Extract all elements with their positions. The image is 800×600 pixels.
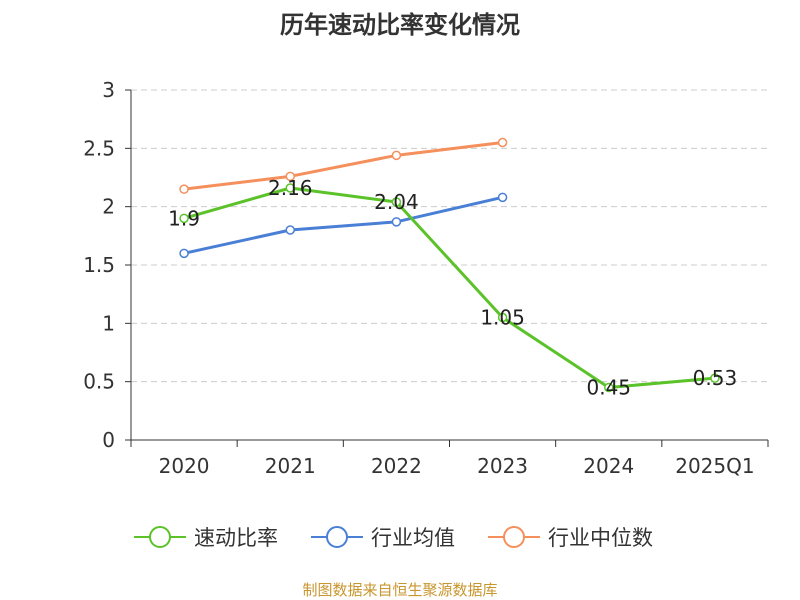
x-tick-label: 2024 [583, 454, 634, 478]
data-point [497, 137, 508, 148]
data-labels: 1.9 2.16 2.04 1.05 0.45 0.53 [168, 176, 737, 400]
x-tick-label: 2020 [159, 454, 210, 478]
y-tick-label: 2.5 [83, 136, 115, 160]
data-point [604, 382, 614, 393]
y-tick-label: 3 [102, 78, 115, 102]
data-label: 2.16 [268, 176, 313, 200]
data-point [179, 184, 189, 194]
legend-item[interactable]: 行业均值 [311, 526, 455, 550]
data-point [285, 225, 295, 235]
series-line [183, 186, 716, 389]
series-line [183, 195, 503, 255]
x-tick-label: 2025Q1 [675, 454, 754, 478]
data-label: 1.05 [480, 306, 525, 330]
x-tick-label: 2023 [477, 454, 528, 478]
legend-marker [149, 526, 171, 548]
legend-item[interactable]: 行业中位数 [488, 526, 653, 550]
legend-item[interactable]: 速动比率 [134, 526, 278, 550]
legend-marker [326, 526, 348, 548]
legend-label: 行业中位数 [548, 526, 653, 550]
data-label: 0.53 [693, 366, 738, 390]
y-tick-label: 1.5 [83, 253, 115, 277]
y-tick-label: 2 [102, 195, 115, 219]
data-point [285, 171, 295, 182]
chart-title: 历年速动比率变化情况 [280, 11, 520, 39]
data-point [179, 213, 189, 224]
y-tick-label: 1 [102, 311, 115, 335]
data-point [179, 248, 189, 259]
axes: 0 0.5 1 1.5 2 2.5 3 2020 2021 2022 2023 2024 2025Q1 [83, 78, 769, 478]
data-point [285, 183, 295, 193]
y-tick-label: 0 [102, 428, 115, 452]
grid [131, 89, 768, 383]
y-tick-label: 0.5 [83, 370, 115, 394]
data-point [710, 373, 720, 383]
x-tick-label: 2022 [371, 454, 422, 478]
legend-marker [503, 526, 525, 548]
data-point [497, 312, 508, 323]
data-label: 0.45 [586, 376, 631, 400]
source-note: 制图数据来自恒生聚源数据库 [302, 581, 497, 599]
data-label: 2.04 [374, 190, 419, 214]
legend-label: 速动比率 [194, 526, 278, 550]
data-point [497, 192, 508, 203]
data-label: 1.9 [168, 206, 200, 230]
x-tick-label: 2021 [265, 454, 316, 478]
data-point [391, 217, 402, 227]
legend[interactable]: 速动比率 行业均值 行业中位数 [134, 526, 653, 550]
data-point [391, 197, 402, 207]
series-layer [179, 137, 720, 393]
series-line [183, 141, 503, 191]
data-point [391, 150, 402, 161]
legend-label: 行业均值 [371, 526, 455, 550]
